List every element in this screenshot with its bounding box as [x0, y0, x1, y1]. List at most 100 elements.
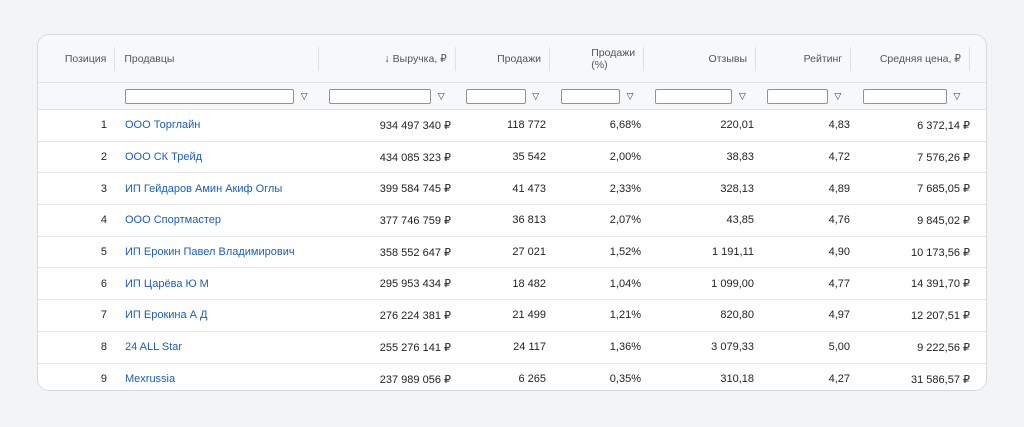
filter-sales: ▽	[457, 83, 551, 109]
cell-position: 2	[100, 151, 107, 164]
seller-link[interactable]: ИП Ерокина А Д	[125, 309, 208, 322]
cell-sales-pct: 1,36%	[609, 341, 641, 354]
cell-sales-pct: 6,68%	[609, 119, 641, 132]
filter-icon[interactable]: ▽	[834, 90, 842, 101]
table-header: Позиция Продавцы ↓ Выручка, ₽ Продажи Пр…	[38, 35, 986, 83]
table-row[interactable]: 5 ИП Ерокин Павел Владимирович 358 552 6…	[38, 236, 986, 269]
cell-rating: 4,27	[828, 373, 850, 386]
cell-reviews: 38,83	[726, 151, 754, 164]
filter-row: ▽ ▽ ▽ ▽ ▽ ▽ ▽	[38, 83, 986, 110]
cell-revenue: 237 989 056 ₽	[379, 373, 451, 386]
filter-avg-price-input[interactable]	[862, 88, 948, 104]
cell-sales-pct: 0,35%	[609, 373, 641, 386]
cell-position: 6	[100, 277, 107, 290]
cell-revenue: 934 497 340 ₽	[379, 119, 451, 132]
seller-link[interactable]: Mexrussia	[125, 373, 176, 386]
seller-link[interactable]: ООО Спортмастер	[125, 214, 221, 227]
cell-revenue: 377 746 759 ₽	[379, 214, 451, 227]
seller-link[interactable]: ООО СК Трейд	[125, 151, 203, 164]
filter-sellers-input[interactable]	[124, 88, 295, 104]
cell-position: 9	[100, 373, 107, 386]
filter-rating: ▽	[758, 83, 853, 109]
filter-sales-pct: ▽	[552, 83, 646, 109]
cell-sales-pct: 1,52%	[609, 246, 641, 259]
cell-avg-price: 9 222,56 ₽	[917, 341, 970, 354]
cell-sales: 35 542	[512, 151, 546, 164]
column-header-sellers[interactable]: Продавцы	[115, 35, 320, 82]
cell-avg-price: 14 391,70 ₽	[911, 278, 970, 291]
cell-position: 4	[100, 214, 107, 227]
table-row[interactable]: 9 Mexrussia 237 989 056 ₽ 6 265 0,35% 31…	[38, 363, 986, 390]
cell-sales: 21 499	[512, 309, 546, 322]
cell-rating: 4,97	[828, 309, 850, 322]
cell-reviews: 1 099,00	[711, 277, 754, 290]
cell-avg-price: 10 173,56 ₽	[911, 246, 970, 259]
cell-sales-pct: 2,33%	[609, 182, 641, 195]
cell-revenue: 295 953 434 ₽	[379, 278, 451, 291]
table-row[interactable]: 2 ООО СК Трейд 434 085 323 ₽ 35 542 2,00…	[38, 141, 986, 174]
seller-link[interactable]: ИП Ерокин Павел Владимирович	[125, 246, 295, 259]
cell-position: 3	[100, 182, 107, 195]
cell-reviews: 1 191,11	[711, 246, 754, 259]
seller-link[interactable]: ИП Гейдаров Амин Акиф Оглы	[125, 182, 283, 195]
column-header-sales[interactable]: Продажи	[456, 35, 551, 82]
cell-revenue: 255 276 141 ₽	[379, 341, 451, 354]
table-row[interactable]: 7 ИП Ерокина А Д 276 224 381 ₽ 21 499 1,…	[38, 300, 986, 332]
cell-rating: 4,77	[828, 277, 850, 290]
filter-revenue-input[interactable]	[329, 88, 432, 104]
filter-icon[interactable]: ▽	[532, 90, 540, 101]
column-header-avg-price[interactable]: Средняя цена, ₽	[851, 35, 970, 82]
cell-position: 1	[100, 119, 107, 132]
filter-revenue: ▽	[320, 83, 457, 109]
filter-reviews-input[interactable]	[655, 88, 733, 104]
table-row[interactable]: 8 24 ALL Star 255 276 141 ₽ 24 117 1,36%…	[38, 331, 986, 364]
table-row[interactable]: 3 ИП Гейдаров Амин Акиф Оглы 399 584 745…	[38, 173, 986, 206]
filter-icon[interactable]: ▽	[437, 90, 445, 101]
cell-sales-pct: 1,21%	[609, 309, 641, 322]
table-row[interactable]: 1 ООО Торглайн 934 497 340 ₽ 118 772 6,6…	[38, 110, 986, 142]
filter-rating-input[interactable]	[767, 88, 828, 104]
cell-position: 5	[100, 246, 107, 259]
cell-sales-pct: 2,07%	[609, 214, 641, 227]
column-header-revenue[interactable]: ↓ Выручка, ₽	[319, 35, 456, 82]
cell-reviews: 3 079,33	[711, 341, 754, 354]
cell-reviews: 820,80	[720, 309, 754, 322]
cell-sales: 36 813	[512, 214, 546, 227]
filter-sales-input[interactable]	[466, 88, 526, 104]
seller-link[interactable]: ООО Торглайн	[125, 119, 201, 132]
cell-sales: 118 772	[507, 119, 546, 132]
cell-sales: 6 265	[518, 373, 546, 386]
filter-icon[interactable]: ▽	[953, 90, 961, 101]
cell-rating: 4,89	[828, 182, 850, 195]
cell-sales: 24 117	[513, 341, 546, 354]
cell-reviews: 220,01	[720, 119, 754, 132]
cell-reviews: 43,85	[726, 214, 754, 227]
cell-sales: 41 473	[512, 182, 546, 195]
cell-revenue: 399 584 745 ₽	[379, 183, 451, 196]
cell-sales-pct: 2,00%	[609, 151, 641, 164]
column-header-reviews[interactable]: Отзывы	[644, 35, 756, 82]
sort-desc-icon: ↓	[384, 52, 390, 65]
column-header-position[interactable]: Позиция	[38, 35, 116, 82]
cell-revenue: 276 224 381 ₽	[379, 309, 451, 322]
filter-reviews: ▽	[646, 83, 758, 109]
filter-sales-pct-input[interactable]	[560, 88, 621, 104]
column-header-sales-pct[interactable]: Продажи (%)	[550, 35, 645, 82]
cell-rating: 5,00	[828, 341, 850, 354]
seller-link[interactable]: ИП Царёва Ю М	[125, 277, 209, 290]
cell-sales: 18 482	[512, 277, 546, 290]
cell-rating: 4,76	[828, 214, 850, 227]
cell-avg-price: 9 845,02 ₽	[917, 214, 970, 227]
filter-icon[interactable]: ▽	[738, 90, 746, 101]
seller-link[interactable]: 24 ALL Star	[125, 341, 183, 354]
filter-icon[interactable]: ▽	[300, 90, 308, 101]
cell-revenue: 358 552 647 ₽	[379, 246, 451, 259]
cell-rating: 4,90	[828, 246, 850, 259]
table-row[interactable]: 6 ИП Царёва Ю М 295 953 434 ₽ 18 482 1,0…	[38, 268, 986, 301]
filter-icon[interactable]: ▽	[626, 90, 634, 101]
table-row[interactable]: 4 ООО Спортмастер 377 746 759 ₽ 36 813 2…	[38, 205, 986, 237]
filter-avg-price: ▽	[854, 83, 973, 109]
column-header-rating[interactable]: Рейтинг	[756, 35, 852, 82]
cell-avg-price: 31 586,57 ₽	[911, 373, 970, 386]
cell-rating: 4,83	[828, 119, 850, 132]
